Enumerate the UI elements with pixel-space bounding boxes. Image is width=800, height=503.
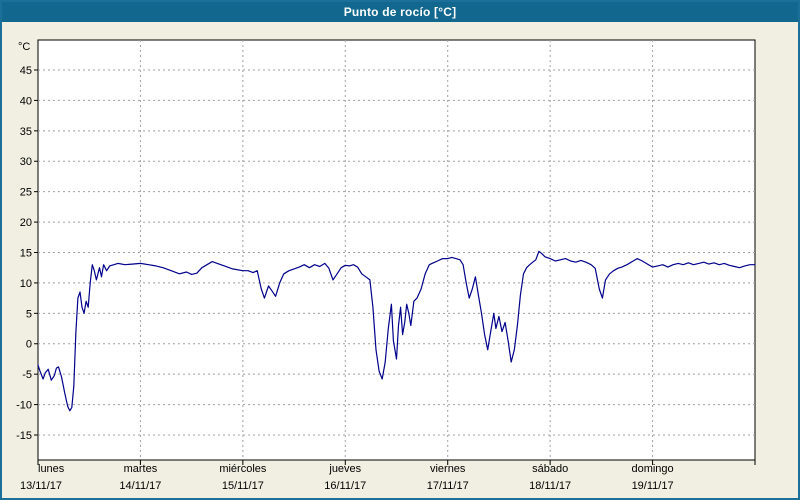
x-day-label: jueves: [328, 463, 361, 475]
y-tick-label: 35: [20, 126, 32, 138]
y-tick-label: 40: [20, 95, 32, 107]
y-tick-label: -10: [16, 400, 32, 412]
x-day-label: martes: [124, 463, 158, 475]
chart-title-bar: Punto de rocío [°C]: [2, 2, 798, 22]
chart-title: Punto de rocío [°C]: [343, 5, 457, 19]
y-tick-label: 45: [20, 65, 32, 77]
dew-point-line: [37, 250, 756, 412]
plot-background: [37, 39, 756, 461]
x-day-label: sábado: [532, 463, 568, 475]
y-tick-label: 25: [20, 187, 32, 199]
x-date-label: 18/11/17: [529, 480, 571, 492]
y-tick-label: 5: [26, 308, 32, 320]
x-date-label: 13/11/17: [20, 480, 62, 492]
y-tick-label: 10: [20, 278, 32, 290]
x-day-label: viernes: [430, 463, 466, 475]
y-tick-label: 30: [20, 156, 32, 168]
x-date-label: 19/11/17: [632, 480, 674, 492]
x-date-label: 15/11/17: [222, 480, 264, 492]
x-day-label: lunes: [38, 463, 65, 475]
y-tick-label: -15: [16, 430, 32, 442]
x-date-label: 16/11/17: [324, 480, 366, 492]
y-tick-label: -5: [22, 369, 32, 381]
y-axis-unit-label: °C: [18, 41, 30, 53]
y-tick-label: 15: [20, 247, 32, 259]
chart-svg: 45 40 35 30 25 20 15 10 5 0 -5 -10 -15 lunes 13/11/17 m…: [16, 39, 756, 492]
x-date-label: 17/11/17: [427, 480, 469, 492]
x-day-label: miércoles: [219, 463, 267, 475]
x-day-label: domingo: [631, 463, 673, 475]
x-date-label: 14/11/17: [119, 480, 161, 492]
chart-area: 45 40 35 30 25 20 15 10 5 0 -5 -10 -15 lunes 13/11/17 m…: [2, 22, 798, 498]
y-tick-label: 0: [26, 339, 32, 351]
y-tick-label: 20: [20, 217, 32, 229]
